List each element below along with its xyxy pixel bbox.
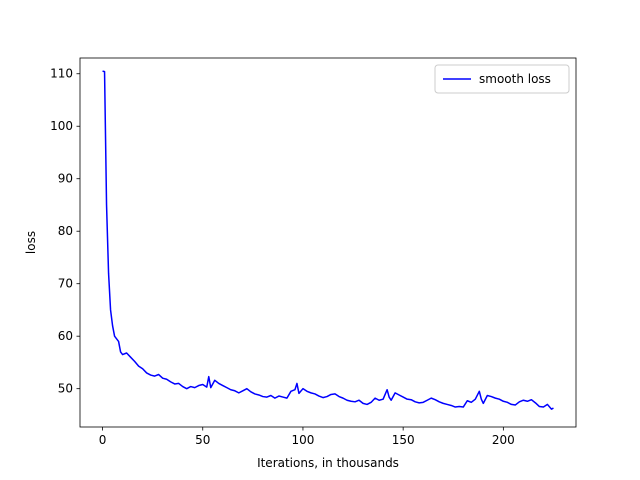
y-tick-label: 80 [58, 224, 73, 238]
y-tick-label: 100 [50, 119, 73, 133]
x-axis-label: Iterations, in thousands [257, 456, 399, 470]
axes-frame [79, 57, 577, 428]
y-axis-label: loss [24, 231, 38, 254]
y-tick-label: 90 [58, 172, 73, 186]
legend-label: smooth loss [479, 72, 551, 86]
x-tick-label: 200 [492, 433, 515, 447]
legend: smooth loss [434, 64, 570, 94]
y-tick-label: 60 [58, 329, 73, 343]
x-tick-label: 50 [195, 433, 210, 447]
y-tick-label: 70 [58, 277, 73, 291]
plot-area [102, 70, 554, 410]
y-tick-label: 110 [50, 67, 73, 81]
x-tick-label: 150 [392, 433, 415, 447]
legend-box [434, 64, 570, 94]
y-tick-label: 50 [58, 382, 73, 396]
x-tick-label: 0 [99, 433, 107, 447]
axes: 0 50 100 150 200 50 60 70 80 90 100 110 Iterations, … [24, 57, 577, 470]
series-line-0 [102, 70, 554, 410]
x-tick-label: 100 [291, 433, 314, 447]
